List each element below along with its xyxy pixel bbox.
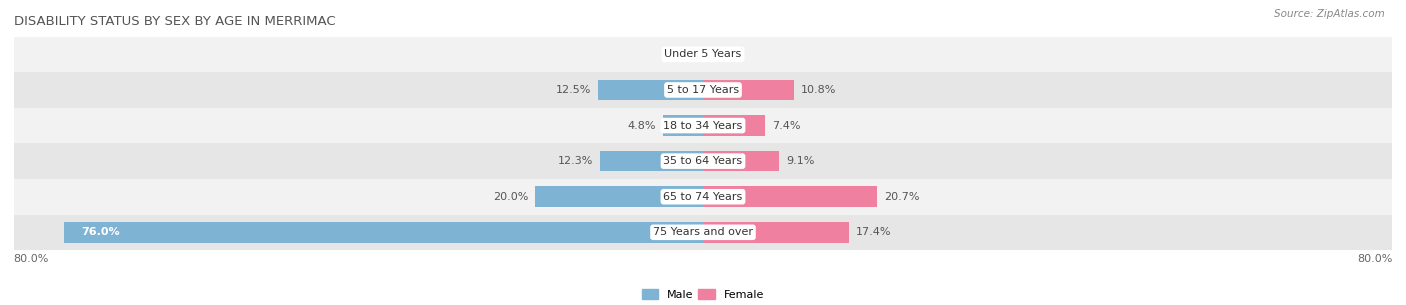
- Bar: [703, 115, 765, 136]
- Text: 4.8%: 4.8%: [627, 120, 657, 131]
- Bar: [14, 37, 1392, 72]
- Bar: [534, 186, 703, 207]
- Bar: [65, 222, 703, 243]
- Text: 12.3%: 12.3%: [558, 156, 593, 166]
- Text: 9.1%: 9.1%: [786, 156, 814, 166]
- Bar: [14, 108, 1392, 143]
- Bar: [703, 186, 877, 207]
- Bar: [703, 222, 849, 243]
- Bar: [599, 151, 703, 171]
- Text: 20.0%: 20.0%: [494, 192, 529, 202]
- Text: 65 to 74 Years: 65 to 74 Years: [664, 192, 742, 202]
- Bar: [14, 179, 1392, 214]
- Text: 18 to 34 Years: 18 to 34 Years: [664, 120, 742, 131]
- Text: 5 to 17 Years: 5 to 17 Years: [666, 85, 740, 95]
- Bar: [14, 72, 1392, 108]
- Bar: [14, 143, 1392, 179]
- Legend: Male, Female: Male, Female: [637, 285, 769, 304]
- Text: Under 5 Years: Under 5 Years: [665, 49, 741, 59]
- Text: 12.5%: 12.5%: [555, 85, 592, 95]
- Text: 20.7%: 20.7%: [883, 192, 920, 202]
- Text: 17.4%: 17.4%: [856, 227, 891, 237]
- Text: Source: ZipAtlas.com: Source: ZipAtlas.com: [1274, 9, 1385, 19]
- Bar: [598, 80, 703, 100]
- Bar: [14, 214, 1392, 250]
- Text: 10.8%: 10.8%: [800, 85, 835, 95]
- Text: 35 to 64 Years: 35 to 64 Years: [664, 156, 742, 166]
- Text: 75 Years and over: 75 Years and over: [652, 227, 754, 237]
- Bar: [703, 80, 794, 100]
- Bar: [703, 151, 779, 171]
- Text: 0.0%: 0.0%: [716, 49, 744, 59]
- Text: 7.4%: 7.4%: [772, 120, 800, 131]
- Text: 0.0%: 0.0%: [662, 49, 690, 59]
- Text: 76.0%: 76.0%: [82, 227, 120, 237]
- Text: DISABILITY STATUS BY SEX BY AGE IN MERRIMAC: DISABILITY STATUS BY SEX BY AGE IN MERRI…: [14, 16, 336, 28]
- Bar: [662, 115, 703, 136]
